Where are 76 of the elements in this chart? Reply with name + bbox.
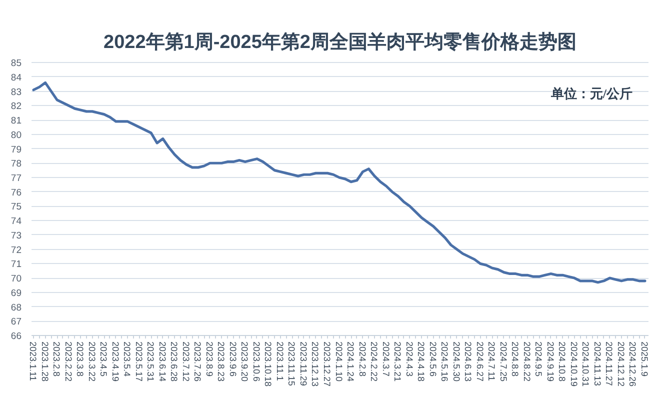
y-tick-label: 66 [10, 331, 22, 342]
y-tick-label: 70 [10, 274, 22, 285]
x-tick-label: 2023.11.29 [298, 342, 308, 386]
chart-title: 2022年第1周-2025年第2周全国羊肉平均零售价格走势图 [104, 31, 576, 53]
x-tick-label: 2025.1.9 [639, 342, 650, 377]
y-tick-label: 74 [10, 216, 22, 228]
x-tick-label: 2024.10.31 [580, 342, 591, 387]
x-tick-label: 2023.7.26 [192, 342, 203, 382]
x-tick-label: 2024.10.19 [568, 342, 579, 387]
x-tick-label: 2023.1.11 [28, 342, 38, 381]
x-tick-label: 2024.1.10 [334, 342, 344, 382]
x-tick-label: 2023.6.28 [169, 342, 180, 382]
y-tick-label: 76 [10, 187, 22, 198]
x-tick-label: 2023.11.15 [286, 342, 297, 386]
x-tick-label: 2024.9.19 [545, 342, 556, 382]
x-tick-label: 2023.5.4 [122, 342, 132, 377]
y-tick-label: 80 [10, 130, 22, 141]
x-tick-label: 2023.5.17 [134, 342, 144, 382]
x-tick-label: 2023.4.5 [98, 342, 109, 377]
x-tick-label: 2023.12.13 [310, 342, 320, 387]
x-tick-label: 2023.3.8 [75, 342, 86, 377]
x-tick-label: 2024.12.26 [628, 342, 638, 387]
x-tick-label: 2023.8.23 [216, 342, 226, 382]
y-tick-label: 78 [10, 158, 22, 170]
x-tick-label: 2024.8.22 [522, 342, 532, 382]
x-tick-label: 2023.11.1 [274, 342, 285, 381]
y-tick-label: 83 [10, 86, 22, 98]
x-tick-label: 2024.11.13 [592, 342, 602, 386]
x-tick-label: 2023.7.12 [180, 342, 191, 382]
x-tick-label: 2024.6.13 [463, 342, 474, 382]
x-tick-label: 2024.8.8 [510, 342, 520, 377]
y-tick-label: 81 [10, 116, 22, 127]
x-tick-label: 2024.10.8 [557, 342, 568, 382]
x-tick-label: 2023.12.27 [322, 342, 332, 387]
x-tick-label: 2023.4.19 [110, 342, 120, 382]
x-tick-label: 2024.3.7 [380, 342, 391, 377]
y-tick-label: 71 [10, 259, 22, 270]
x-tick-label: 2023.5.31 [146, 342, 156, 382]
x-tick-label: 2024.5.16 [440, 342, 450, 382]
x-tick-label: 2023.2.8 [52, 342, 62, 377]
x-tick-label: 2024.2.8 [357, 342, 368, 377]
x-tick-label: 2023.2.22 [63, 342, 74, 382]
y-tick-label: 85 [10, 58, 22, 70]
y-tick-label: 79 [10, 144, 22, 156]
x-tick-label: 2024.4.3 [404, 342, 414, 377]
y-tick-label: 73 [10, 230, 22, 242]
y-tick-label: 67 [10, 316, 22, 328]
x-tick-label: 2023.10.18 [263, 342, 274, 387]
y-tick-label: 72 [10, 244, 22, 256]
x-tick-label: 2024.11.27 [604, 342, 614, 386]
x-tick-label: 2024.9.5 [534, 342, 544, 377]
x-tick-label: 2023.10.6 [251, 342, 262, 382]
x-tick-label: 2023.9.20 [240, 342, 250, 382]
x-tick-label: 2023.1.28 [40, 342, 50, 382]
x-tick-label: 2024.3.21 [392, 342, 403, 382]
y-tick-label: 68 [10, 302, 22, 314]
y-tick-label: 84 [10, 72, 22, 84]
x-tick-label: 2024.1.24 [346, 342, 356, 382]
x-tick-label: 2023.6.14 [157, 342, 168, 382]
y-tick-label: 77 [10, 173, 22, 184]
x-tick-label: 2024.5.30 [451, 342, 462, 382]
annotation: 单位：元/公斤 [550, 86, 633, 102]
x-tick-label: 2024.4.18 [416, 342, 426, 382]
x-tick-label: 2023.3.22 [86, 342, 97, 382]
y-tick-label: 69 [10, 288, 22, 299]
x-tick-label: 2024.7.25 [498, 342, 508, 382]
y-tick-label: 82 [10, 101, 22, 112]
y-tick-label: 75 [10, 202, 22, 213]
x-tick-label: 2023.9.6 [228, 342, 238, 377]
x-tick-label: 2024.6.27 [474, 342, 485, 382]
x-tick-label: 2024.5.6 [428, 342, 438, 377]
x-tick-label: 2023.8.9 [204, 342, 214, 377]
x-tick-label: 2024.7.11 [486, 342, 497, 381]
x-tick-label: 2024.12.12 [616, 342, 626, 387]
x-tick-label: 2024.2.22 [369, 342, 380, 382]
line-series [32, 81, 646, 284]
